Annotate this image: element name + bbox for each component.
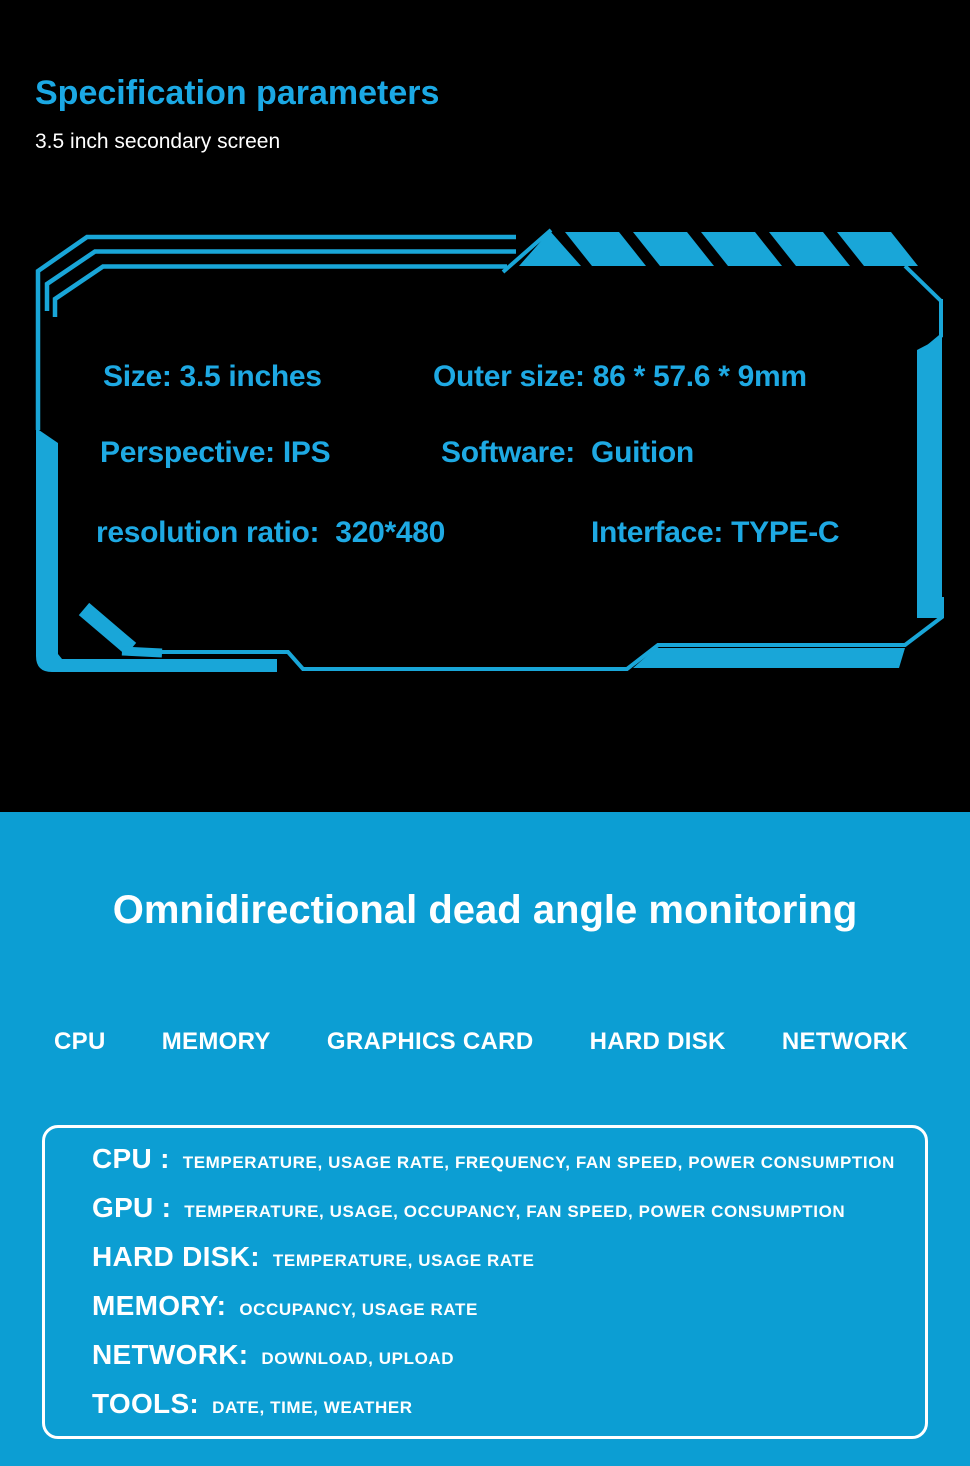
frame-stripes: [519, 231, 918, 266]
detail-items-cpu: TEMPERATURE, USAGE RATE, FREQUENCY, FAN …: [182, 1153, 895, 1172]
page-subtitle: 3.5 inch secondary screen: [35, 130, 281, 153]
frame-outline: [35, 228, 944, 671]
category-network: NETWORK: [781, 1028, 908, 1055]
category-row: CPU MEMORY GRAPHICS CARD HARD DISK NETWO…: [0, 1028, 970, 1056]
section-heading: Omnidirectional dead angle monitoring: [112, 888, 858, 932]
detail-label-tools: TOOLS:: [92, 1388, 200, 1419]
category-hard-disk: HARD DISK: [589, 1028, 726, 1055]
spec-frame-decoration: [35, 228, 944, 672]
detail-label-gpu: GPU :: [92, 1192, 172, 1223]
detail-row-hard-disk: HARD DISK: TEMPERATURE, USAGE RATE: [92, 1241, 915, 1273]
detail-row-tools: TOOLS: DATE, TIME, WEATHER: [92, 1388, 915, 1420]
category-graphics-card: GRAPHICS CARD: [326, 1028, 534, 1055]
detail-row-memory: MEMORY: OCCUPANCY, USAGE RATE: [92, 1290, 915, 1322]
detail-label-hard-disk: HARD DISK:: [92, 1241, 260, 1272]
spec-value-perspective: Perspective: IPS: [100, 436, 331, 469]
detail-row-gpu: GPU : TEMPERATURE, USAGE, OCCUPANCY, FAN…: [92, 1192, 915, 1224]
detail-row-cpu: CPU : TEMPERATURE, USAGE RATE, FREQUENCY…: [92, 1143, 915, 1175]
spec-value-interface: Interface: TYPE-C: [591, 516, 840, 549]
frame-thick-bars: [36, 337, 942, 672]
page-title: Specification parameters: [35, 74, 440, 112]
detail-row-network: NETWORK: DOWNLOAD, UPLOAD: [92, 1339, 915, 1371]
detail-items-tools: DATE, TIME, WEATHER: [212, 1398, 413, 1417]
detail-items-network: DOWNLOAD, UPLOAD: [261, 1349, 455, 1368]
category-memory: MEMORY: [161, 1028, 271, 1055]
frame-accent-mark: [78, 602, 163, 658]
category-cpu: CPU: [54, 1028, 106, 1055]
monitoring-section: Omnidirectional dead angle monitoring CP…: [0, 812, 970, 1466]
detail-label-network: NETWORK:: [92, 1339, 249, 1370]
spec-value-software: Software: Guition: [441, 436, 694, 469]
detail-items-hard-disk: TEMPERATURE, USAGE RATE: [272, 1251, 535, 1270]
details-box: CPU : TEMPERATURE, USAGE RATE, FREQUENCY…: [42, 1125, 928, 1439]
detail-items-gpu: TEMPERATURE, USAGE, OCCUPANCY, FAN SPEED…: [184, 1202, 846, 1221]
spec-value-resolution: resolution ratio: 320*480: [96, 516, 445, 549]
spec-value-outer-size: Outer size: 86 * 57.6 * 9mm: [433, 360, 807, 393]
detail-label-memory: MEMORY:: [92, 1290, 227, 1321]
detail-items-memory: OCCUPANCY, USAGE RATE: [239, 1300, 478, 1319]
spec-value-size: Size: 3.5 inches: [103, 360, 322, 393]
detail-label-cpu: CPU :: [92, 1143, 170, 1174]
